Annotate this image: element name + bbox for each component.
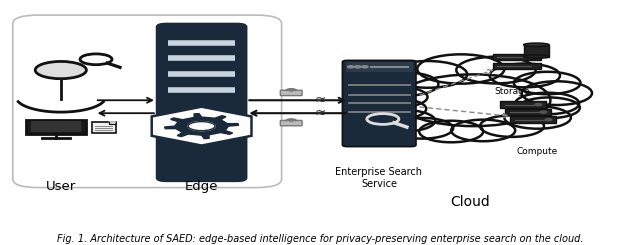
- Text: User: User: [45, 180, 76, 193]
- Circle shape: [535, 103, 541, 106]
- Text: Cloud: Cloud: [451, 195, 490, 208]
- Circle shape: [451, 120, 515, 141]
- Text: Enterprise Search
Service: Enterprise Search Service: [335, 167, 422, 189]
- FancyBboxPatch shape: [493, 54, 541, 60]
- Ellipse shape: [524, 55, 549, 58]
- Circle shape: [368, 72, 438, 96]
- FancyBboxPatch shape: [92, 122, 116, 133]
- Text: Storage: Storage: [494, 87, 530, 96]
- Ellipse shape: [524, 43, 549, 47]
- Circle shape: [348, 66, 354, 68]
- Circle shape: [355, 66, 361, 68]
- FancyBboxPatch shape: [510, 116, 556, 123]
- Text: ≈: ≈: [314, 106, 326, 120]
- Circle shape: [514, 72, 580, 94]
- Circle shape: [388, 61, 467, 88]
- FancyBboxPatch shape: [13, 15, 282, 188]
- Circle shape: [362, 66, 368, 68]
- Circle shape: [480, 115, 544, 137]
- Circle shape: [456, 57, 536, 84]
- FancyBboxPatch shape: [500, 101, 546, 108]
- FancyBboxPatch shape: [342, 60, 416, 147]
- FancyBboxPatch shape: [346, 62, 413, 72]
- Circle shape: [518, 98, 580, 118]
- FancyBboxPatch shape: [26, 120, 86, 134]
- Circle shape: [490, 64, 560, 87]
- Circle shape: [515, 93, 579, 114]
- Polygon shape: [152, 107, 252, 146]
- FancyBboxPatch shape: [524, 45, 549, 57]
- Circle shape: [289, 91, 294, 92]
- Polygon shape: [164, 114, 239, 139]
- Circle shape: [540, 111, 547, 113]
- Circle shape: [289, 121, 294, 122]
- Polygon shape: [188, 122, 215, 131]
- FancyBboxPatch shape: [493, 62, 541, 69]
- Text: Edge: Edge: [185, 180, 218, 193]
- Text: ≈: ≈: [314, 93, 326, 107]
- Circle shape: [366, 87, 428, 107]
- Text: Fig. 1. Architecture of SAED: edge-based intelligence for privacy-preserving ent: Fig. 1. Architecture of SAED: edge-based…: [57, 234, 583, 244]
- FancyBboxPatch shape: [280, 90, 302, 96]
- Circle shape: [504, 106, 571, 129]
- Text: Compute: Compute: [517, 147, 558, 156]
- Circle shape: [35, 61, 86, 79]
- FancyBboxPatch shape: [31, 121, 81, 132]
- Text: SAED: SAED: [186, 160, 217, 170]
- FancyBboxPatch shape: [505, 109, 551, 115]
- Circle shape: [545, 119, 552, 121]
- Polygon shape: [109, 122, 116, 124]
- FancyBboxPatch shape: [157, 24, 246, 181]
- Circle shape: [365, 98, 426, 119]
- Circle shape: [419, 121, 483, 142]
- Circle shape: [397, 74, 550, 126]
- Circle shape: [522, 81, 592, 105]
- FancyBboxPatch shape: [280, 120, 302, 126]
- Circle shape: [371, 110, 435, 132]
- Circle shape: [392, 118, 453, 139]
- Circle shape: [417, 54, 504, 84]
